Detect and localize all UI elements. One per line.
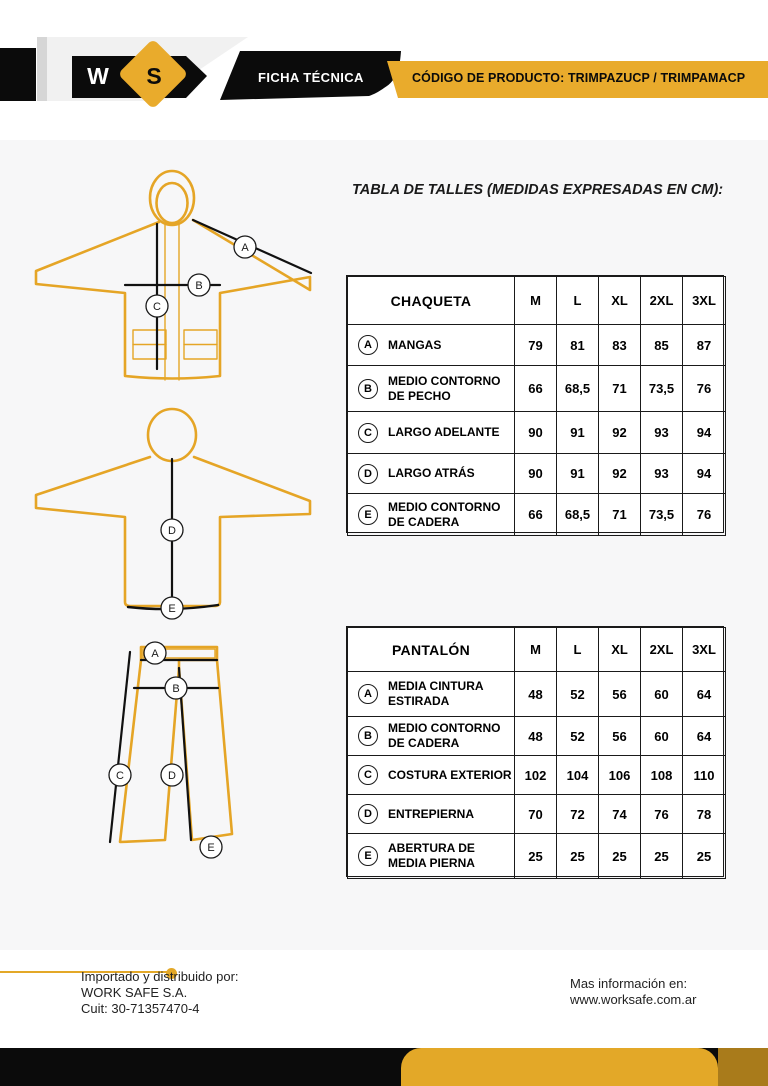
svg-text:A: A <box>241 242 249 254</box>
svg-text:D: D <box>168 770 176 782</box>
svg-text:B: B <box>195 280 202 292</box>
svg-text:C: C <box>153 301 161 313</box>
svg-text:E: E <box>207 842 214 854</box>
svg-text:A: A <box>151 648 159 660</box>
svg-text:C: C <box>116 770 124 782</box>
svg-text:D: D <box>168 525 176 537</box>
svg-text:B: B <box>172 683 179 695</box>
